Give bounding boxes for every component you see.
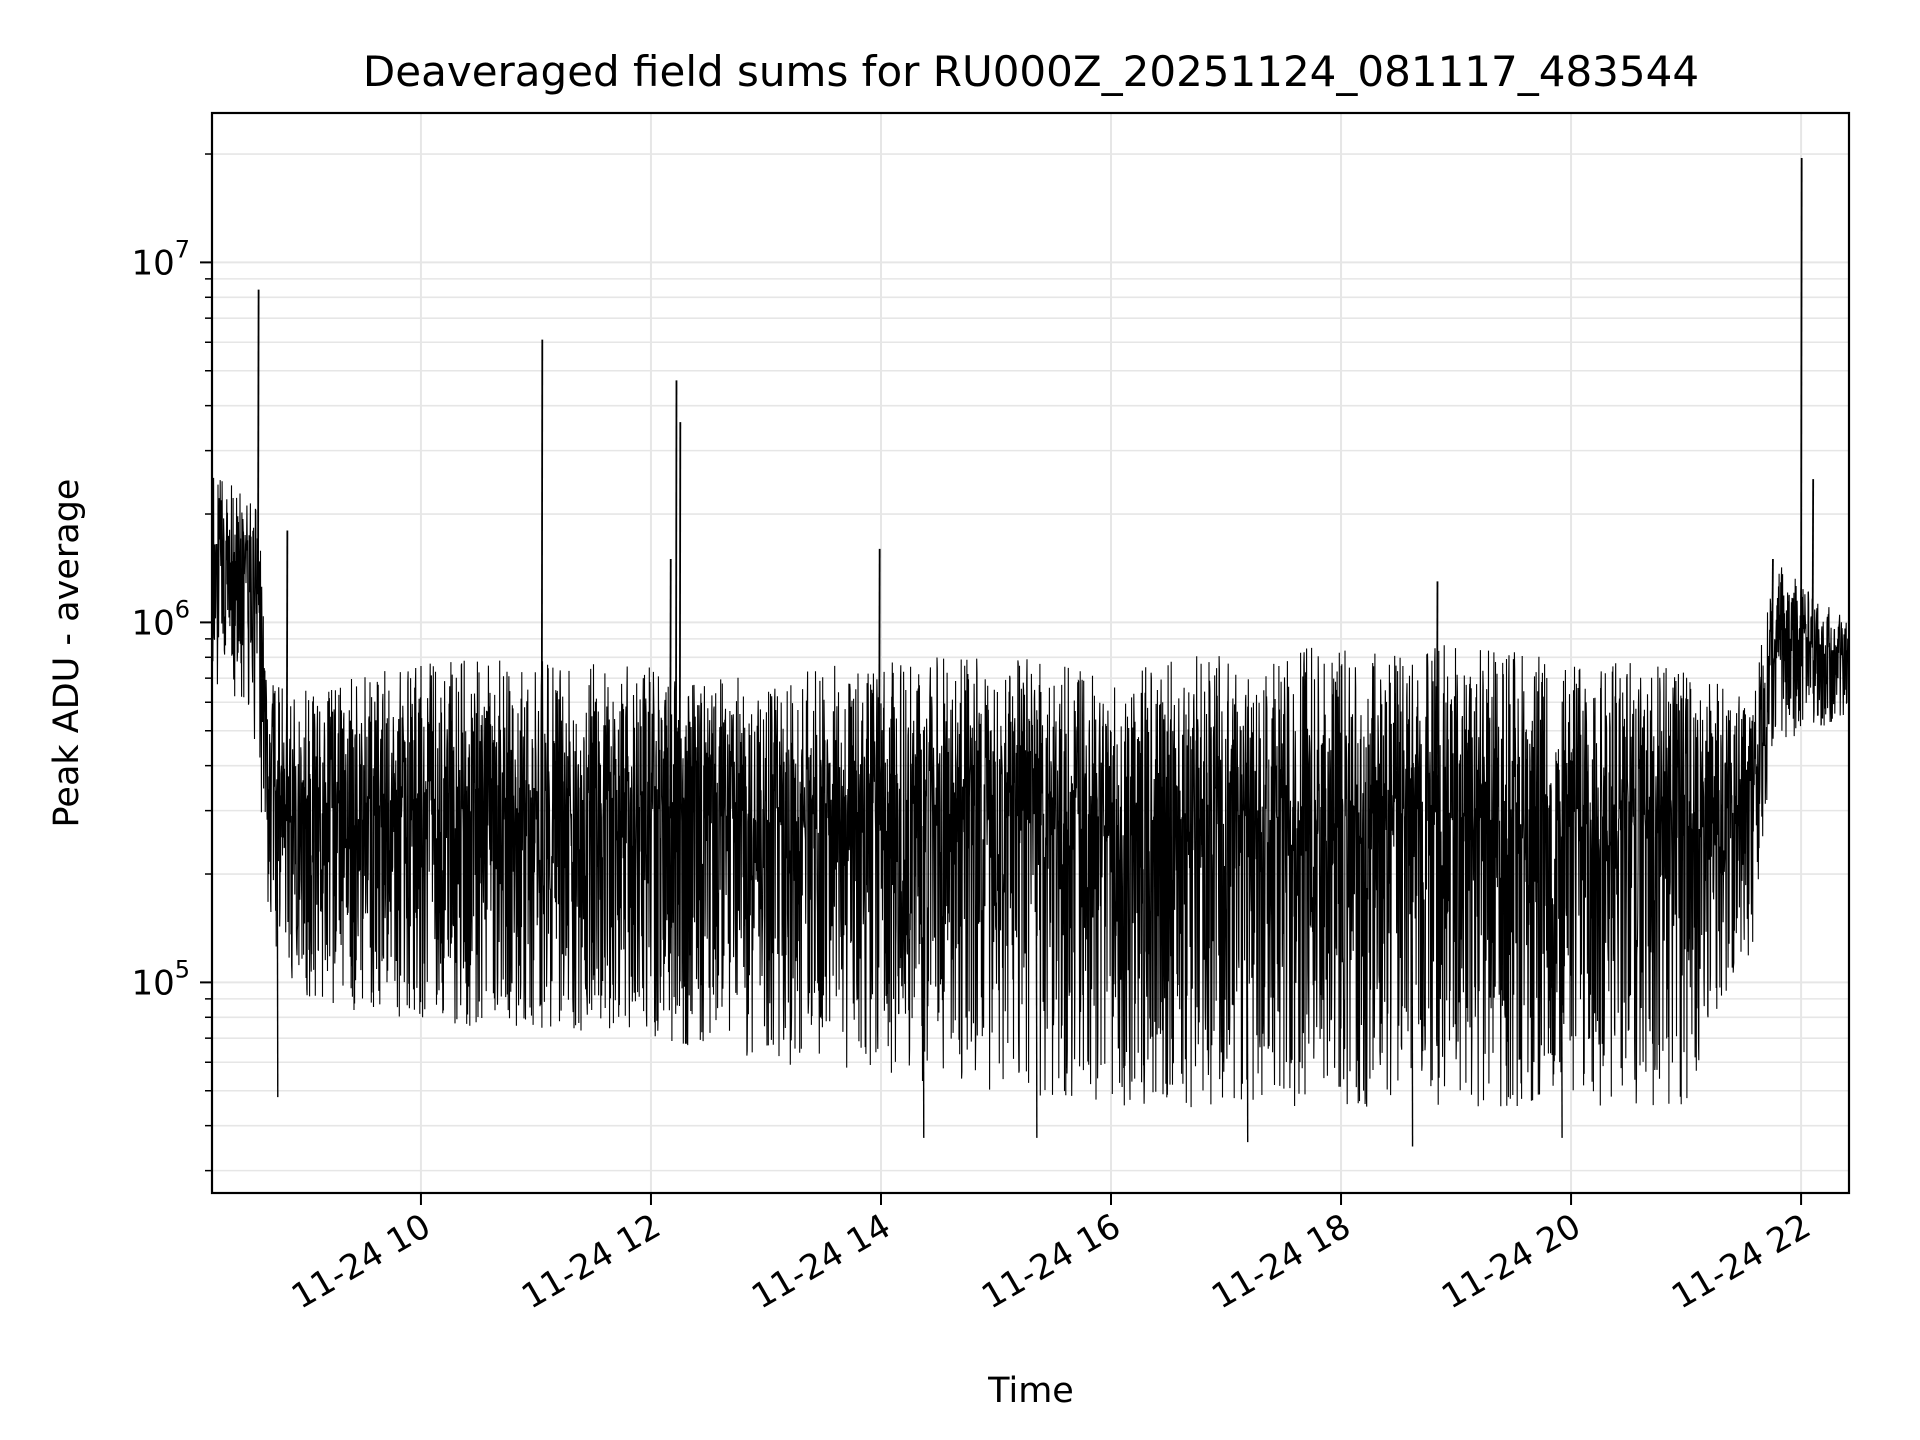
dip-mark bbox=[922, 826, 925, 1138]
y-axis: 105 106 107 bbox=[131, 153, 212, 1172]
spike-mark bbox=[678, 422, 682, 820]
dip-mark bbox=[1560, 836, 1563, 1138]
chart-title: Deaveraged field sums for RU000Z_2025112… bbox=[363, 47, 1699, 96]
spike-mark bbox=[1800, 157, 1803, 644]
y-tick-label: 106 bbox=[131, 595, 190, 643]
series-line bbox=[212, 157, 1849, 1147]
dip-mark bbox=[276, 794, 279, 1098]
y-tick-label: 105 bbox=[131, 955, 190, 1003]
x-axis-label: Time bbox=[987, 1371, 1074, 1411]
spike-mark bbox=[540, 339, 544, 806]
spike-mark bbox=[878, 548, 881, 825]
y-tick-label: 107 bbox=[131, 235, 190, 283]
spike-mark bbox=[1771, 558, 1774, 635]
plot-frame bbox=[210, 111, 1851, 1195]
y-axis-label: Peak ADU - average bbox=[47, 479, 87, 828]
spike-mark bbox=[1435, 581, 1439, 829]
spike-mark bbox=[257, 289, 260, 595]
series-path bbox=[212, 477, 1849, 1108]
spike-mark bbox=[669, 558, 672, 819]
spike-mark bbox=[674, 380, 678, 820]
dip-mark bbox=[1246, 830, 1249, 1143]
spike-mark bbox=[285, 530, 289, 801]
spike-mark bbox=[1811, 479, 1815, 648]
dip-mark bbox=[1035, 834, 1038, 1138]
dip-mark bbox=[1411, 828, 1414, 1147]
